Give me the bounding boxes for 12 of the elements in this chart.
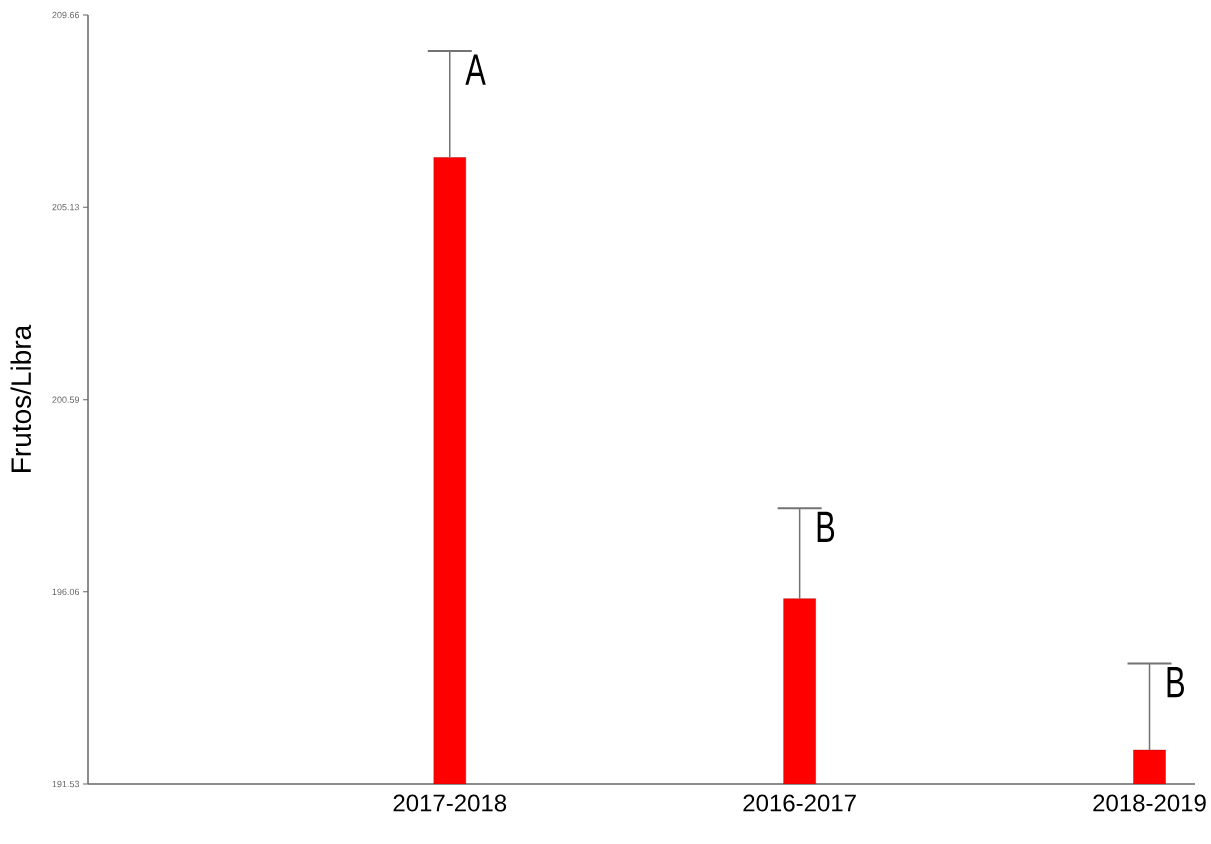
y-axis-title: Frutos/Libra [10,324,32,472]
y-tick-label: 200.59 [52,396,80,403]
y-tick-label: 205.13 [52,203,80,211]
x-tick-label: 2017-2018 [393,794,507,812]
x-tick-label: 2018-2019 [1093,794,1206,812]
annotation: B [1167,667,1184,698]
y-tick-label: 196.06 [52,588,80,596]
y-tick-label: 209.66 [52,11,80,19]
x-tick-label: 2016-2017 [743,794,856,812]
annotation: A [465,54,486,85]
y-tick-label: 191.53 [52,780,80,788]
annotation: B [817,511,835,543]
